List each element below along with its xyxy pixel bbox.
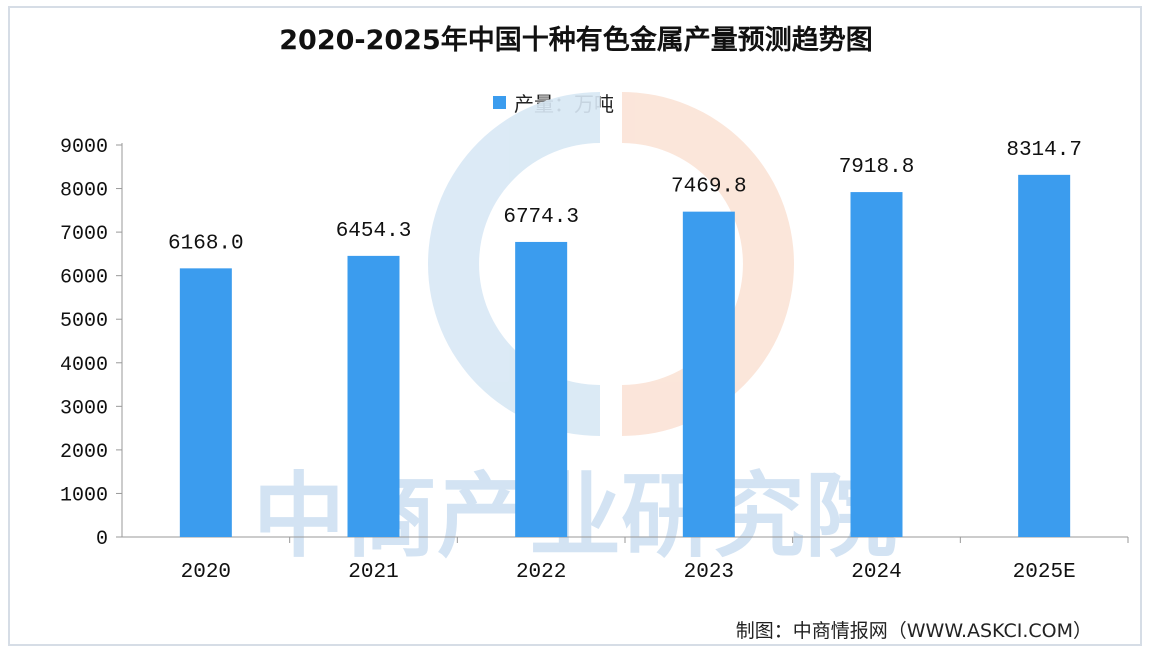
y-tick-label: 0 [96,528,108,551]
data-label: 6774.3 [503,206,579,229]
y-tick-label: 2000 [60,441,108,464]
watermark-logo-left [428,92,600,436]
y-tick-label: 6000 [60,267,108,290]
y-tick-label: 4000 [60,354,108,377]
y-tick-label: 5000 [60,310,108,333]
data-label: 7918.8 [839,156,915,179]
legend-swatch [493,95,506,109]
bar-2025E [1018,174,1071,537]
x-tick-label: 2023 [684,561,734,584]
x-tick-label: 2020 [181,561,231,584]
data-labels: 6168.0 6454.3 6774.3 7469.8 7918.8 8314.7 [168,139,1082,256]
bars [179,174,1071,538]
x-tick-label: 2021 [348,561,398,584]
y-tick-label: 1000 [60,484,108,507]
y-tick-label: 9000 [60,136,108,159]
data-label: 8314.7 [1006,139,1082,162]
source-note: 制图：中商情报网（WWW.ASKCI.COM） [735,620,1092,642]
bar-2021 [347,255,400,537]
bar-2020 [179,268,232,537]
chart-title: 2020-2025年中国十种有色金属产量预测趋势图 [279,25,873,56]
bar-2022 [515,241,568,538]
y-tick-label: 8000 [60,180,108,203]
y-tick-label: 3000 [60,397,108,420]
watermark-logo-right [622,92,794,436]
data-label: 7469.8 [671,176,747,199]
bar-2024 [850,192,903,537]
data-label: 6168.0 [168,232,244,255]
x-tick-label: 2025E [1013,561,1076,584]
x-axis-labels: 2020 2021 2022 2023 2024 2025E [181,537,1129,584]
bar-2023 [682,211,735,537]
x-tick-label: 2024 [851,561,901,584]
x-tick-label: 2022 [516,561,566,584]
data-label: 6454.3 [336,220,412,243]
y-tick-label: 7000 [60,223,108,246]
